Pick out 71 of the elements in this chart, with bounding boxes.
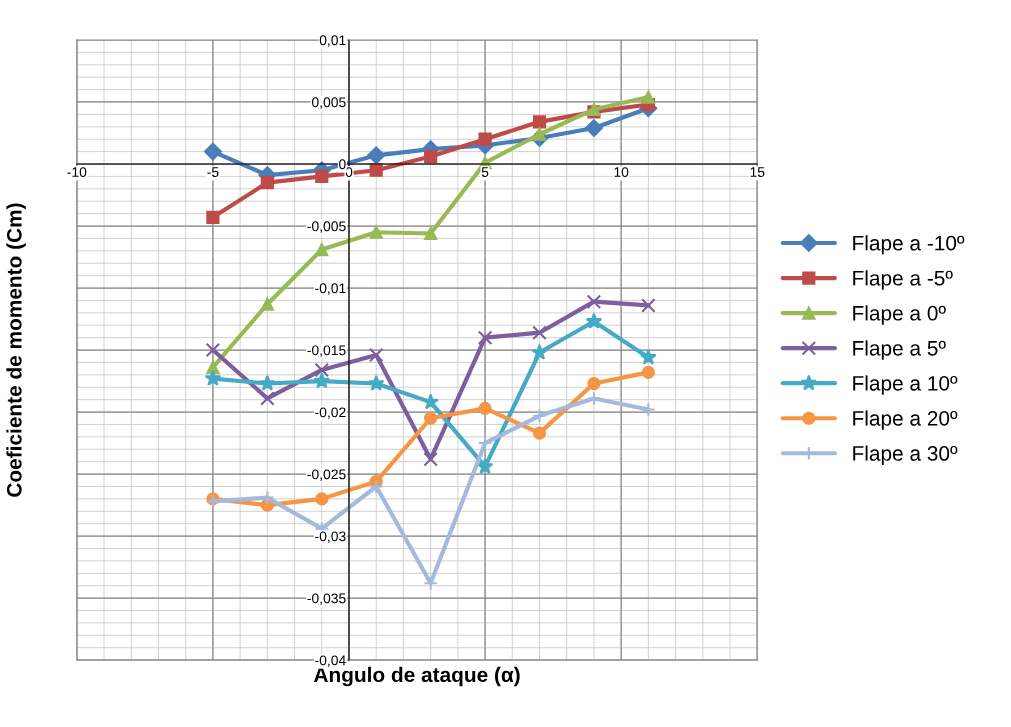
- y-axis-title: Coeficiente de momento (Cm): [6, 203, 26, 497]
- point: [206, 210, 220, 224]
- point: [532, 115, 547, 129]
- x-tick-label: 10: [614, 167, 629, 177]
- point: [641, 298, 656, 313]
- x-tick-label: 0: [345, 167, 353, 177]
- point: [585, 312, 603, 329]
- point: [476, 457, 494, 474]
- y-tick-label: 0: [339, 159, 346, 170]
- point: [367, 374, 385, 391]
- point: [314, 362, 330, 378]
- legend-label: Flape a 10º: [853, 375, 958, 395]
- point: [532, 325, 547, 340]
- y-tick-label: -0,015: [307, 345, 346, 357]
- point: [260, 391, 275, 406]
- point: [368, 347, 384, 363]
- legend-label: Flape a 5º: [853, 340, 946, 360]
- point: [587, 376, 601, 391]
- y-tick-label: -0,035: [307, 593, 346, 605]
- point: [585, 119, 603, 137]
- legend-label: Flape a 0º: [853, 305, 946, 325]
- point: [367, 146, 386, 165]
- x-tick-label: -5: [207, 167, 219, 177]
- point: [205, 342, 221, 358]
- point: [369, 163, 383, 177]
- legend-label: Flape a 20º: [853, 410, 958, 430]
- point: [586, 391, 602, 406]
- y-tick-label: 0,01: [319, 35, 346, 47]
- point: [424, 411, 438, 425]
- point: [313, 372, 331, 389]
- point: [424, 149, 438, 164]
- point: [532, 426, 547, 440]
- point: [423, 451, 438, 467]
- y-tick-label: -0,025: [307, 469, 346, 481]
- point: [260, 297, 274, 311]
- x-tick-label: 5: [481, 167, 489, 177]
- point: [531, 343, 548, 360]
- point: [478, 401, 492, 415]
- y-tick-label: -0,01: [315, 283, 346, 295]
- point: [640, 348, 657, 365]
- point: [368, 479, 384, 494]
- x-tick-label: 15: [750, 167, 765, 177]
- legend-label: Flape a -5º: [853, 270, 953, 290]
- point: [641, 90, 655, 104]
- point: [641, 402, 656, 417]
- point: [260, 176, 274, 190]
- point: [204, 369, 222, 386]
- point: [423, 575, 438, 591]
- point: [424, 226, 438, 241]
- y-tick-label: -0,005: [307, 221, 346, 233]
- point: [586, 294, 602, 309]
- point: [532, 127, 547, 141]
- point: [422, 393, 439, 410]
- x-tick-label: -10: [67, 167, 87, 177]
- point: [315, 492, 329, 506]
- y-tick-label: -0,02: [315, 407, 346, 419]
- y-tick-label: 0,005: [312, 97, 346, 109]
- point: [477, 330, 493, 345]
- y-tick-label: -0,03: [315, 531, 346, 543]
- point: [315, 169, 329, 184]
- point: [315, 242, 329, 257]
- point: [206, 360, 220, 375]
- point: [259, 374, 276, 391]
- point: [478, 132, 492, 146]
- point: [532, 408, 547, 424]
- legend-label: Flape a 30º: [853, 445, 958, 465]
- point: [204, 142, 222, 161]
- point: [477, 435, 493, 451]
- legend-label: Flape a -10º: [853, 235, 965, 255]
- point: [369, 225, 383, 239]
- point: [641, 365, 655, 379]
